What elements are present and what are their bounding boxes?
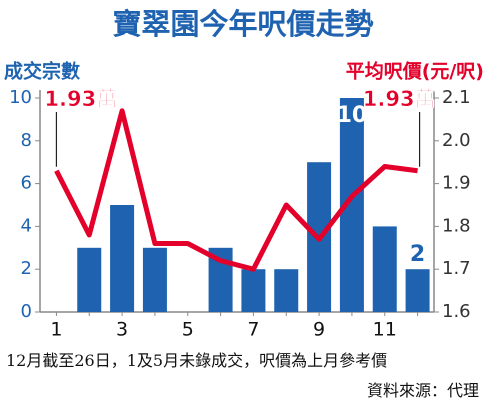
bar <box>110 205 135 312</box>
bar <box>405 269 430 312</box>
bar-label: 2 <box>410 242 425 267</box>
chart: 寶翠園今年呎價走勢 成交宗數 平均呎價(元/呎) 0 2 4 6 8 10 1.6 1.7 1.… <box>4 7 484 341</box>
line-label: 1.93萬 <box>363 87 436 111</box>
y2-axis-label: 平均呎價(元/呎) <box>346 60 484 83</box>
y2-tick-label: 1.8 <box>442 215 471 236</box>
bar-label: 10 <box>337 103 368 128</box>
bar <box>274 269 299 312</box>
y2-tick-label: 2.0 <box>442 130 471 151</box>
footnote: 12月截至26日，1及5月未錄成交，呎價為上月參考價 <box>6 351 388 370</box>
y-tick-label: 2 <box>21 258 32 279</box>
y-tick-label: 10 <box>9 87 32 108</box>
x-tick-label: 11 <box>373 319 397 341</box>
x-tick-label: 7 <box>247 319 259 341</box>
x-tick-label: 9 <box>313 319 325 341</box>
bar <box>142 247 167 312</box>
x-tick-label: 1 <box>50 319 62 341</box>
y2-tick-label: 1.6 <box>442 301 471 322</box>
bar <box>241 269 266 312</box>
x-tick-label: 5 <box>182 319 194 341</box>
y-tick-label: 8 <box>21 130 32 151</box>
y-tick-label: 4 <box>21 215 32 236</box>
y-tick-label: 6 <box>21 173 32 194</box>
bar <box>372 226 397 312</box>
y2-tick-label: 1.7 <box>442 258 471 279</box>
y-axis-label: 成交宗數 <box>4 60 80 83</box>
x-tick-label: 3 <box>116 319 128 341</box>
y2-tick-label: 1.9 <box>442 173 471 194</box>
price-line <box>54 108 418 272</box>
bar <box>77 247 102 312</box>
y-tick-label: 0 <box>21 301 32 322</box>
source: 資料來源：代理 <box>366 381 479 400</box>
line-label: 1.93萬 <box>44 87 117 111</box>
y2-tick-label: 2.1 <box>442 87 471 108</box>
chart-title: 寶翠園今年呎價走勢 <box>112 7 373 41</box>
